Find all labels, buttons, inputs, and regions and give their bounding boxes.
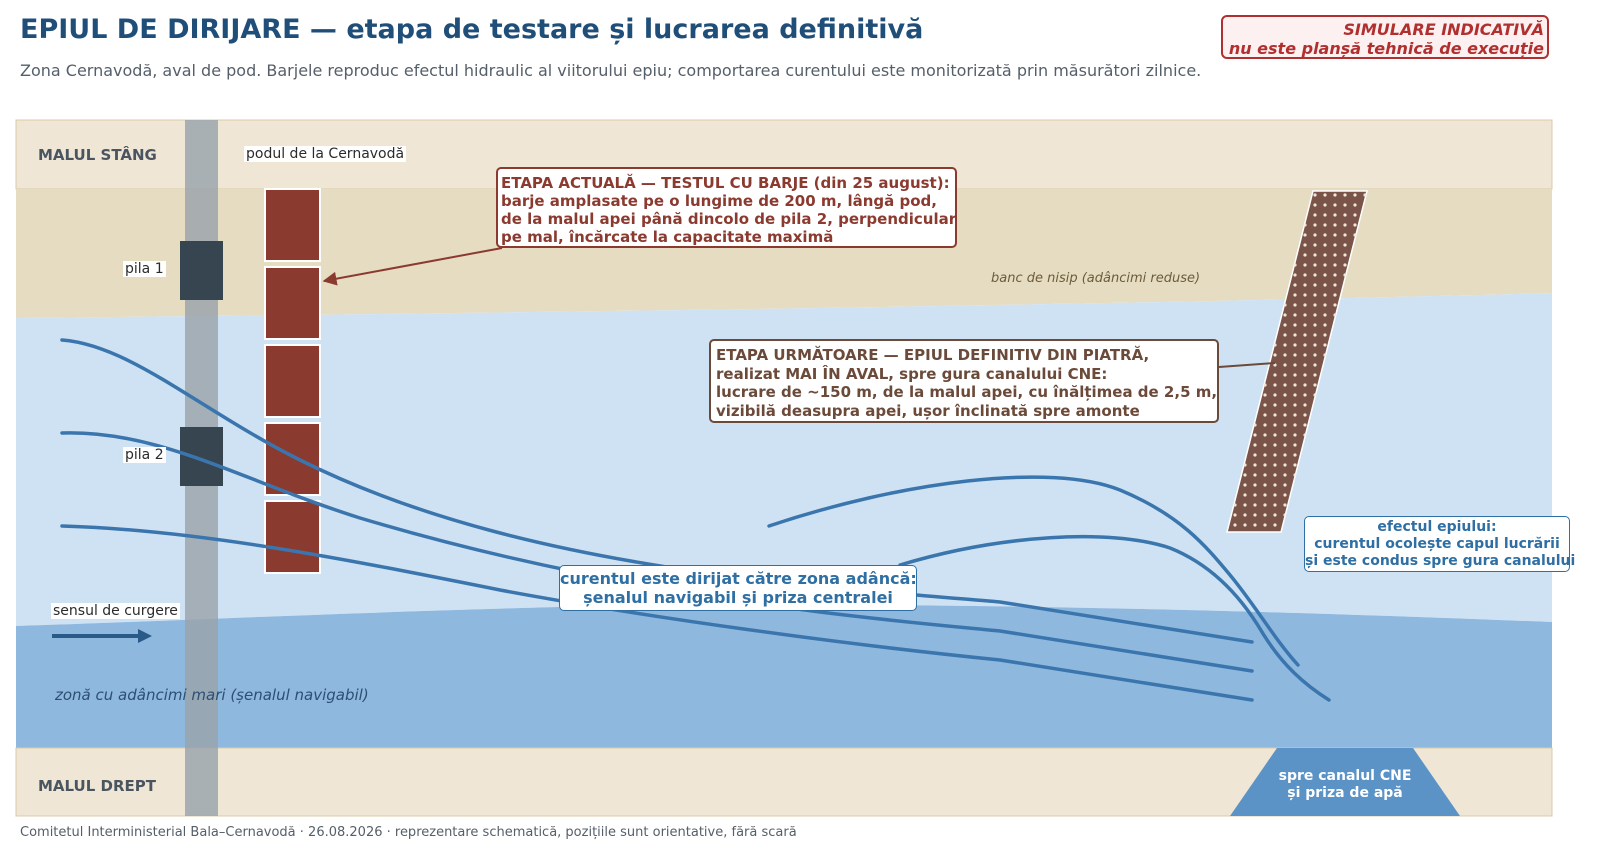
deep-zone-label: zonă cu adâncimi mari (șenalul navigabil… bbox=[55, 686, 369, 704]
current-stage-callout: ETAPA ACTUALĂ — TESTUL CU BARJE (din 25 … bbox=[496, 167, 957, 248]
current-line bbox=[898, 534, 1331, 702]
bridge-label: podul de la Cernavodă bbox=[244, 146, 407, 162]
barge bbox=[264, 344, 321, 418]
current-line bbox=[767, 475, 1300, 667]
simulation-warning-badge: SIMULARE INDICATIVĂ nu este planșă tehni… bbox=[1221, 15, 1549, 59]
right-bank-label: MALUL DREPT bbox=[38, 777, 156, 795]
barges-group bbox=[264, 188, 321, 574]
pier-1-label: pila 1 bbox=[123, 261, 166, 277]
left-bank-label: MALUL STÂNG bbox=[38, 146, 157, 164]
page-subtitle: Zona Cernavodă, aval de pod. Barjele rep… bbox=[20, 61, 1202, 80]
pier-1 bbox=[180, 241, 223, 300]
flow-direction-label: sensul de curgere bbox=[51, 603, 180, 619]
current-line bbox=[60, 524, 1254, 702]
pier-2 bbox=[180, 427, 223, 486]
warning-line-2: nu este planșă tehnică de execuție bbox=[1228, 39, 1544, 58]
page-title: EPIUL DE DIRIJARE — etapa de testare și … bbox=[20, 14, 924, 45]
canal-entrance-shape bbox=[1230, 748, 1460, 816]
groyne-effect-callout: efectul epiului: curentul ocolește capul… bbox=[1304, 516, 1575, 572]
warning-line-1: SIMULARE INDICATIVĂ bbox=[1343, 20, 1544, 39]
flow-direction-arrow bbox=[52, 629, 152, 643]
next-stage-leader-line bbox=[1218, 362, 1276, 368]
barge bbox=[264, 422, 321, 496]
footer-note: Comitetul Interministerial Bala–Cernavod… bbox=[20, 825, 797, 840]
current-line bbox=[60, 431, 1254, 673]
canal-label: spre canalul CNE și priza de apă bbox=[1278, 768, 1412, 801]
current-stage-leader-arrow bbox=[322, 247, 503, 286]
barge bbox=[264, 500, 321, 574]
stone-groyne-texture bbox=[1227, 191, 1367, 532]
next-stage-callout: ETAPA URMĂTOARE — EPIUL DEFINITIV DIN PI… bbox=[709, 339, 1219, 423]
direction-note-callout: curentul este dirijat către zona adâncă:… bbox=[559, 565, 917, 611]
sandbank-label: banc de nisip (adâncimi reduse) bbox=[991, 271, 1201, 286]
barge bbox=[264, 188, 321, 262]
pier-2-label: pila 2 bbox=[123, 447, 166, 463]
deep-channel-area bbox=[16, 604, 1552, 748]
barge bbox=[264, 266, 321, 340]
sandbank-area bbox=[16, 189, 1552, 318]
